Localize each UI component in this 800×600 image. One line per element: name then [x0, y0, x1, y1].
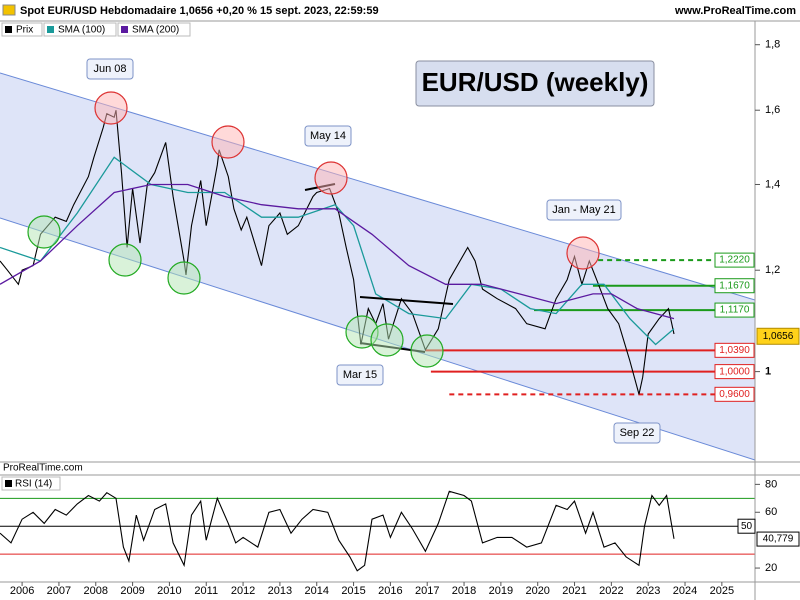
- series-line: [0, 183, 675, 320]
- legend-box: [43, 22, 117, 37]
- top-circle: [211, 125, 245, 159]
- level-label: 1,1170: [720, 305, 750, 316]
- y-tick-label: 1: [765, 366, 771, 378]
- rsi-legend: [1, 476, 61, 491]
- x-tick-label: 2025: [710, 585, 734, 597]
- level-label-box: [714, 342, 755, 358]
- x-tick-label: 2014: [304, 585, 328, 597]
- annotation-box: [613, 422, 661, 444]
- rsi-panel: [0, 490, 755, 572]
- level-label-box: [714, 278, 755, 294]
- bottom-circle: [410, 334, 444, 368]
- rsi-title: RSI (14): [15, 479, 52, 490]
- channel-fill: [0, 73, 755, 460]
- highlights: [27, 91, 600, 368]
- header-bar: [0, 0, 800, 21]
- x-tick-label: 2018: [452, 585, 476, 597]
- level-label-box: [714, 364, 755, 380]
- y-tick-label: 1,6: [765, 104, 780, 116]
- annotations: Jun 08 May 14 Jan - May 21 Mar 15 Sep 22: [86, 58, 661, 444]
- x-tick-label: 2006: [10, 585, 34, 597]
- annotation: Jun 08: [93, 63, 126, 75]
- annotation: May 14: [310, 130, 346, 142]
- top-circle: [94, 91, 128, 125]
- x-tick-label: 2009: [120, 585, 144, 597]
- rsi-legend-swatch: [5, 480, 12, 487]
- x-tick-label: 2024: [673, 585, 697, 597]
- annotation-box: [336, 364, 384, 386]
- chart-title: EUR/USD (weekly): [422, 67, 649, 97]
- last-price-box: [756, 327, 800, 345]
- title-box: [415, 60, 655, 107]
- y-tick-label: 1,2: [765, 264, 780, 276]
- y-tick-label: 60: [765, 506, 777, 518]
- x-tick-label: 2022: [599, 585, 623, 597]
- levels: 1,2220 1,1670 1,1170 1,0390 1,0000 0,9600: [425, 252, 755, 402]
- legend-box: [117, 22, 191, 37]
- level-label: 1,2220: [719, 255, 750, 266]
- legend-label: Prix: [16, 25, 33, 36]
- x-tick-label: 2016: [378, 585, 402, 597]
- x-tick-label: 2011: [194, 585, 218, 597]
- trendline: [359, 296, 454, 305]
- legend-swatch: [5, 26, 12, 33]
- legend-label: SMA (100): [58, 25, 105, 36]
- annotation: Jan - May 21: [552, 204, 616, 216]
- annotation: Sep 22: [620, 427, 655, 439]
- bottom-circle: [370, 323, 404, 357]
- x-tick-label: 2013: [268, 585, 292, 597]
- bottom-circle: [27, 215, 61, 249]
- level-label-box: [714, 386, 755, 402]
- x-tick-label: 2017: [415, 585, 439, 597]
- x-tick-label: 2021: [562, 585, 586, 597]
- legend: Prix SMA (100) SMA (200): [1, 22, 191, 37]
- source: ProRealTime.com: [3, 463, 83, 474]
- x-tick-label: 2020: [525, 585, 549, 597]
- legend-swatch: [121, 26, 128, 33]
- annotation-box: [304, 125, 352, 147]
- y-tick-label: 1,4: [765, 178, 780, 190]
- level-label: 0,9600: [719, 389, 750, 400]
- rsi-last: 40,779: [763, 534, 794, 545]
- y-tick-label: 20: [765, 562, 777, 574]
- x-tick-label: 2008: [84, 585, 108, 597]
- y-tick-label: 1,8: [765, 39, 780, 51]
- x-tick-label: 2010: [157, 585, 181, 597]
- level-label-box: [714, 252, 755, 268]
- x-tick-label: 2012: [231, 585, 255, 597]
- mid-label-box: [737, 518, 756, 534]
- level-label-box: [714, 302, 755, 318]
- annotation-box: [86, 58, 134, 80]
- x-tick-label: 2007: [47, 585, 71, 597]
- top-circle: [566, 236, 600, 270]
- x-tick-label: 2015: [341, 585, 365, 597]
- annotation: Mar 15: [343, 369, 377, 381]
- bottom-circle: [167, 261, 201, 295]
- header-title: Spot EUR/USD Hebdomadaire 1,0656 +0,20 %…: [20, 5, 379, 17]
- top-circle: [314, 161, 348, 195]
- last-price: 1,0656: [763, 331, 794, 342]
- bottom-circle: [108, 243, 142, 277]
- level-label: 1,1670: [719, 280, 750, 291]
- annotation-box: [546, 199, 622, 221]
- legend-label: SMA (200): [132, 25, 179, 36]
- level-label: 1,0390: [719, 345, 750, 356]
- icon: [2, 4, 16, 16]
- y-tick-label: 80: [765, 478, 777, 490]
- series-line: [0, 156, 675, 346]
- level-label: 1,0000: [719, 366, 750, 377]
- website: www.ProRealTime.com: [674, 5, 796, 17]
- x-tick-label: 2023: [636, 585, 660, 597]
- mid-label: 50: [741, 521, 753, 532]
- legend-swatch: [47, 26, 54, 33]
- x-tick-label: 2019: [489, 585, 513, 597]
- series-line: [0, 490, 675, 572]
- rsi-last-box: [756, 531, 800, 547]
